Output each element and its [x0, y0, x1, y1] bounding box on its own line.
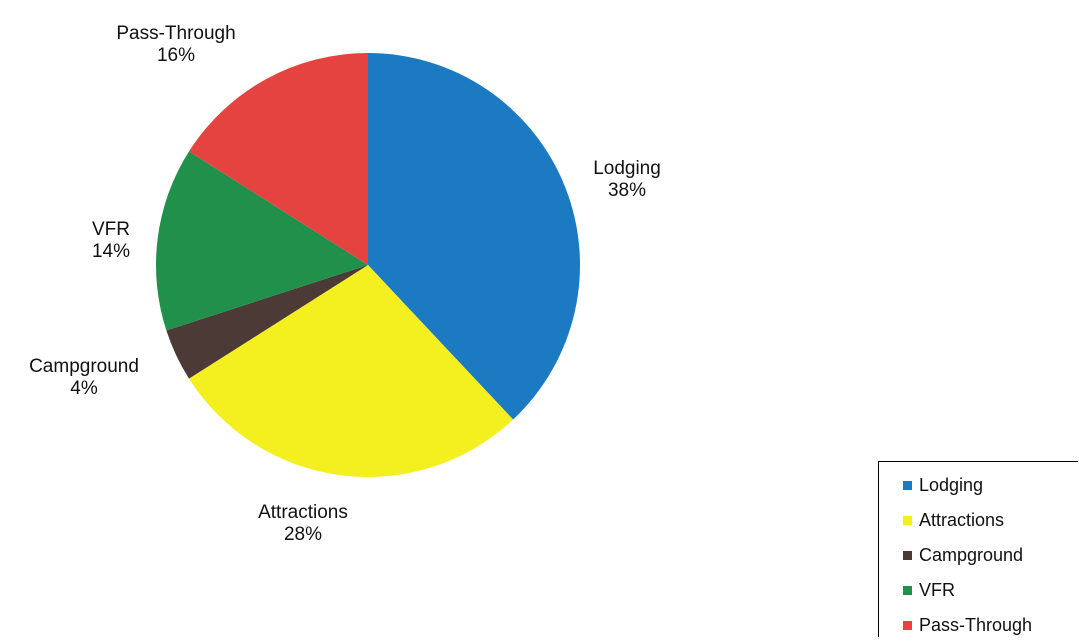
pie-slice-vfr — [156, 151, 368, 331]
legend-swatch-campground — [903, 551, 912, 560]
legend-label-pass-through: Pass-Through — [919, 615, 1033, 635]
slice-label-pass-through: Pass-Through 16% — [116, 23, 235, 66]
chart-legend: Lodging Attractions Campground VFR Pass-… — [878, 461, 1078, 637]
slice-label-vfr: VFR 14% — [92, 219, 130, 262]
slice-label-lodging: Lodging 38% — [593, 158, 661, 201]
legend-label-lodging: Lodging — [919, 475, 984, 495]
legend-label-campground: Campground — [919, 545, 1024, 565]
slice-percent-text: 16% — [157, 45, 195, 66]
legend-label-attractions: Attractions — [919, 510, 1005, 530]
legend-swatch-vfr — [903, 586, 912, 595]
slice-percent-text: 14% — [92, 241, 130, 262]
slice-category-text: VFR — [92, 219, 130, 240]
legend-item-lodging: Lodging — [903, 468, 1078, 503]
pie-slices — [156, 52, 580, 478]
pie-slice-pass-through — [189, 52, 368, 265]
slice-label-attractions: Attractions 28% — [258, 502, 348, 545]
pie-slice-lodging — [368, 53, 580, 420]
slice-percent-text: 28% — [284, 524, 322, 545]
slice-percent-text: 4% — [70, 378, 98, 399]
legend-item-attractions: Attractions — [903, 503, 1078, 538]
pie-slice-campground — [166, 265, 368, 379]
slice-category-text: Pass-Through — [116, 23, 235, 44]
slice-category-text: Lodging — [593, 158, 661, 179]
pie-slice-attractions — [189, 265, 514, 478]
legend-swatch-attractions — [903, 516, 912, 525]
pie-labels: Lodging 38%Attractions 28%Campground 4%VFR 1… — [29, 23, 661, 545]
legend-swatch-pass-through — [903, 621, 912, 630]
slice-category-text: Attractions — [258, 502, 348, 523]
legend-label-vfr: VFR — [919, 580, 955, 600]
slice-percent-text: 38% — [608, 180, 646, 201]
legend-swatch-lodging — [903, 481, 912, 490]
legend-item-pass-through: Pass-Through — [903, 608, 1078, 643]
legend-item-vfr: VFR — [903, 573, 1078, 608]
slice-label-campground: Campground 4% — [29, 356, 139, 399]
legend-item-campground: Campground — [903, 538, 1078, 573]
slice-category-text: Campground — [29, 356, 139, 377]
